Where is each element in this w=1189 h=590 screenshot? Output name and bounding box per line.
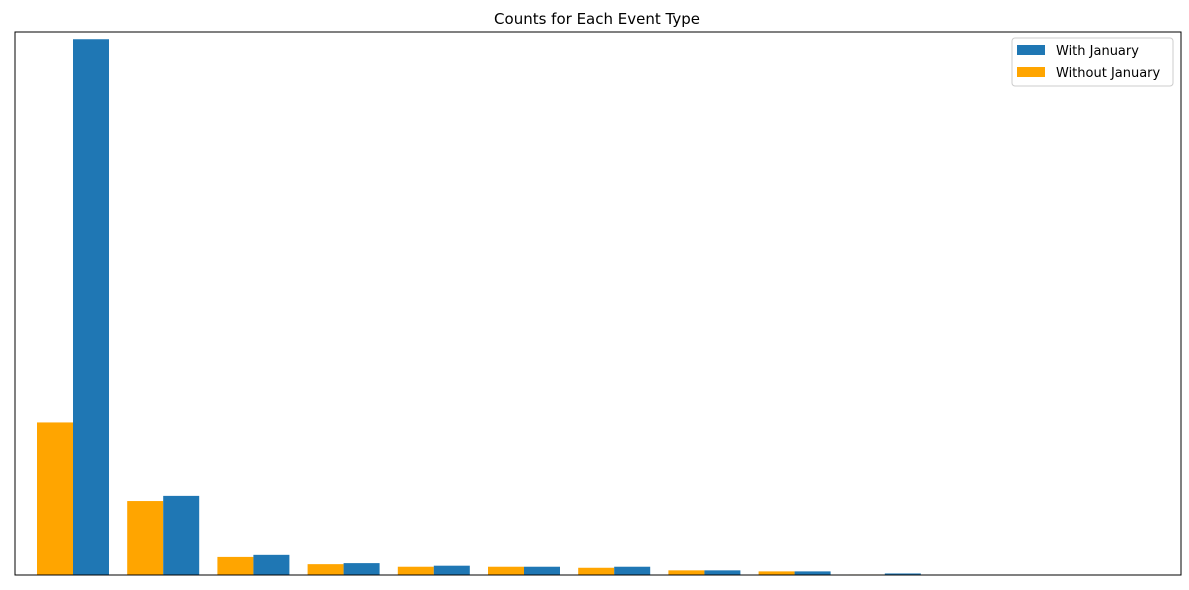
bar-with-january-1: [163, 495, 200, 575]
bar-without-january-0: [37, 422, 73, 575]
plot-frame: [14, 31, 1182, 576]
legend-label-without-january: Without January: [1056, 66, 1161, 81]
bar-without-january-3: [307, 564, 344, 575]
bar-with-january-5: [524, 566, 560, 575]
legend-label-with-january: With January: [1056, 44, 1139, 59]
bar-with-january-0: [73, 39, 109, 576]
bar-with-january-9: [884, 573, 921, 575]
bar-with-january-8: [794, 571, 831, 575]
bar-without-january-8: [758, 571, 795, 575]
bar-with-january-7: [704, 570, 741, 575]
bars-layer: [37, 39, 921, 576]
bar-with-january-6: [614, 566, 651, 575]
bar-with-january-4: [433, 565, 470, 575]
legend: With January Without January: [1011, 37, 1174, 87]
bar-without-january-4: [397, 566, 434, 575]
chart-title: Counts for Each Event Type: [494, 10, 700, 28]
bar-without-january-5: [488, 566, 524, 575]
legend-swatch-with-january: [1017, 45, 1045, 55]
legend-swatch-without-january: [1017, 67, 1045, 77]
legend-frame: [1011, 37, 1174, 87]
bar-without-january-2: [217, 556, 254, 575]
bar-with-january-2: [253, 554, 290, 575]
bar-without-january-7: [668, 570, 705, 575]
bar-with-january-3: [343, 563, 380, 575]
bar-without-january-6: [578, 567, 615, 575]
bar-without-january-1: [127, 501, 164, 575]
